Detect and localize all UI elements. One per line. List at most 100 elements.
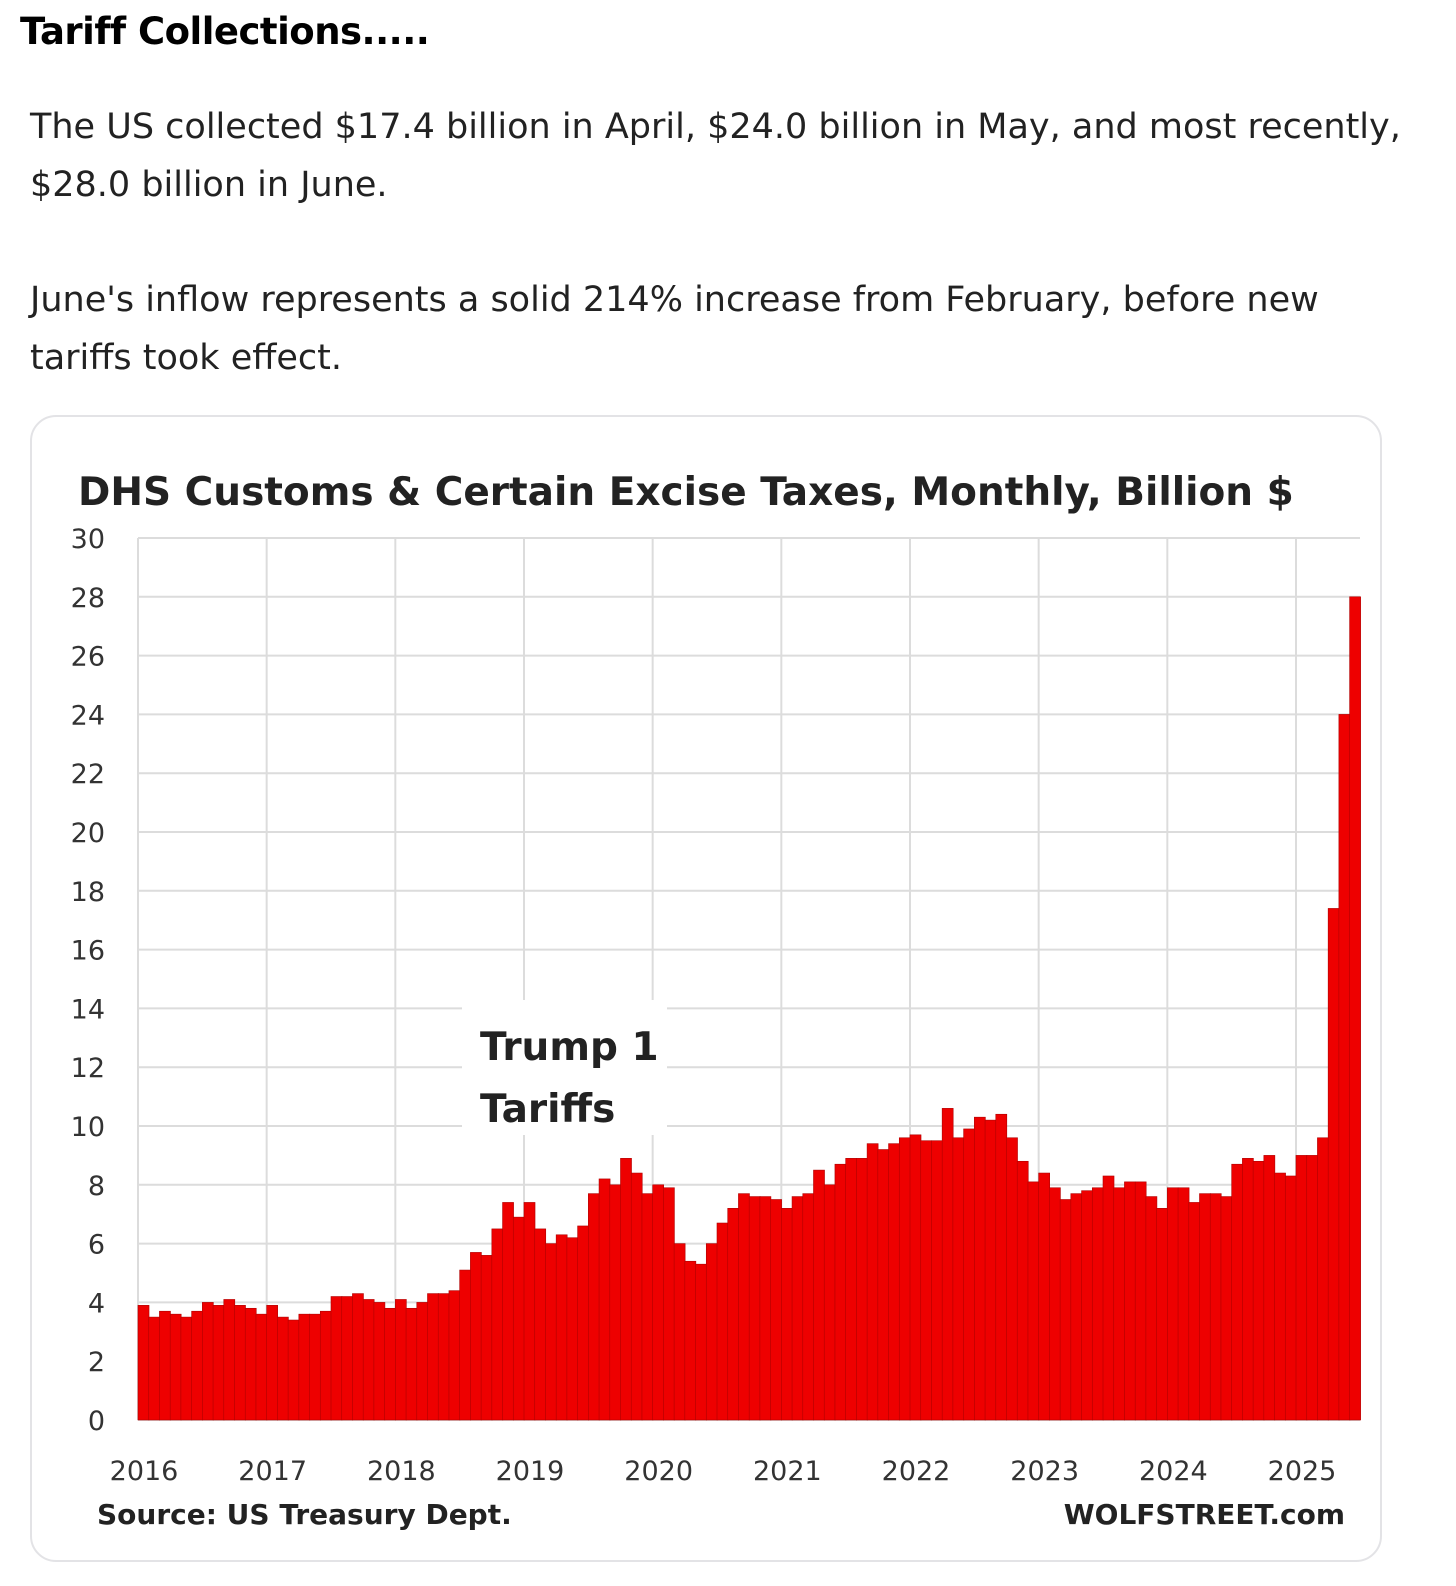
bar <box>898 1137 911 1421</box>
bar <box>1124 1181 1136 1421</box>
bar <box>1274 1172 1286 1421</box>
bar <box>588 1193 600 1421</box>
y-tick-label: 2 <box>88 1347 105 1378</box>
bar <box>1338 714 1351 1421</box>
bar <box>1016 1160 1029 1421</box>
bar <box>791 1196 804 1421</box>
bar <box>984 1119 997 1421</box>
x-tick-label: 2025 <box>1268 1456 1337 1487</box>
bar <box>1113 1187 1126 1421</box>
bar <box>652 1184 664 1421</box>
bar <box>1038 1172 1050 1421</box>
bar <box>1349 596 1361 1421</box>
y-tick-label: 10 <box>71 1112 105 1143</box>
bar <box>244 1307 257 1421</box>
bar <box>191 1310 203 1421</box>
bar <box>1145 1196 1158 1421</box>
bar <box>1134 1181 1147 1421</box>
x-tick-label: 2018 <box>367 1456 436 1487</box>
bar <box>1070 1193 1083 1421</box>
bar <box>1081 1190 1093 1421</box>
bar <box>448 1290 461 1421</box>
bar <box>534 1228 547 1421</box>
x-axis-ticks: 2016 2017 2018 2019 2020 2021 2022 2023 2024 2025 <box>110 1456 1337 1487</box>
bar <box>545 1243 557 1421</box>
bar <box>352 1293 364 1421</box>
annotation-line-2: Tariffs <box>480 1087 615 1132</box>
bar <box>1167 1187 1179 1421</box>
x-tick-label: 2016 <box>110 1456 179 1487</box>
bar <box>341 1296 354 1421</box>
bar <box>502 1202 514 1421</box>
bar <box>1188 1202 1201 1421</box>
bar <box>1295 1155 1308 1421</box>
annotation-background <box>462 1000 667 1135</box>
bar <box>1027 1181 1040 1421</box>
y-tick-label: 20 <box>71 818 105 849</box>
bar <box>877 1149 890 1421</box>
bar <box>909 1134 922 1421</box>
bar <box>480 1255 493 1421</box>
bar <box>1102 1175 1115 1421</box>
bar <box>459 1269 471 1421</box>
bar <box>512 1216 525 1421</box>
y-tick-label: 18 <box>71 877 105 908</box>
bar <box>277 1316 289 1421</box>
chart-title: DHS Customs & Certain Excise Taxes, Mont… <box>78 470 1294 515</box>
bar <box>1006 1137 1018 1421</box>
x-tick-label: 2017 <box>238 1456 307 1487</box>
bar <box>362 1299 375 1421</box>
y-tick-label: 8 <box>88 1171 105 1202</box>
x-tick-label: 2024 <box>1139 1456 1208 1487</box>
chart-credit: WOLFSTREET.com <box>1064 1498 1345 1531</box>
bar <box>555 1234 568 1421</box>
bar <box>1242 1158 1254 1421</box>
bar <box>330 1296 343 1421</box>
x-tick-label: 2023 <box>1010 1456 1079 1487</box>
bar <box>920 1140 933 1421</box>
bar <box>319 1310 332 1421</box>
bar <box>1327 908 1340 1421</box>
bar <box>781 1208 793 1421</box>
bar <box>1284 1175 1297 1421</box>
y-tick-label: 6 <box>88 1230 105 1261</box>
bar <box>1049 1187 1061 1421</box>
bar <box>995 1113 1008 1421</box>
bar <box>416 1302 429 1421</box>
bar <box>770 1199 782 1421</box>
bar <box>395 1299 407 1421</box>
bar <box>684 1260 697 1421</box>
bar <box>159 1310 171 1421</box>
y-tick-label: 12 <box>71 1053 105 1084</box>
bar <box>212 1305 225 1421</box>
bar <box>180 1316 193 1421</box>
bar <box>427 1293 439 1421</box>
bar <box>630 1172 643 1421</box>
bar <box>298 1313 311 1421</box>
y-tick-label: 22 <box>71 759 105 790</box>
y-tick-label: 14 <box>71 994 105 1025</box>
bar <box>716 1222 729 1421</box>
bar <box>577 1225 589 1421</box>
post-heading: Tariff Collections..... <box>20 10 430 53</box>
bar <box>255 1313 268 1421</box>
bar <box>823 1184 836 1421</box>
bar <box>759 1196 772 1421</box>
bar <box>974 1116 986 1421</box>
bar <box>866 1143 879 1421</box>
bar <box>523 1202 536 1421</box>
y-tick-label: 26 <box>71 642 105 673</box>
bar <box>1231 1163 1243 1421</box>
bar <box>620 1158 632 1421</box>
y-tick-label: 28 <box>71 583 105 614</box>
bar <box>1263 1155 1276 1421</box>
bar <box>373 1302 386 1421</box>
y-tick-label: 24 <box>71 700 105 731</box>
post-paragraph: June's inflow represents a solid 214% in… <box>30 280 1319 378</box>
bar <box>169 1313 182 1421</box>
bar <box>234 1305 246 1421</box>
bar <box>748 1196 761 1421</box>
bar <box>673 1243 686 1421</box>
bar <box>309 1313 321 1421</box>
